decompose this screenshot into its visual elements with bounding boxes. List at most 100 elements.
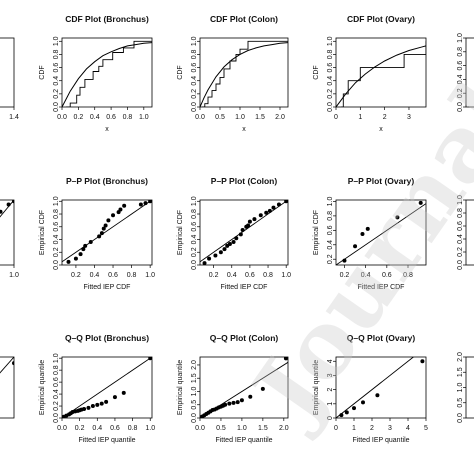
panel-2-3-xtick-label: 0.2 xyxy=(209,272,219,279)
panel-3-2-title: Q–Q Plot (Bronchus) xyxy=(65,333,149,343)
panel-1-1-xtick-label: 1.4 xyxy=(9,114,19,121)
panel-3-4-xtick-label: 2 xyxy=(370,425,374,432)
panel-1-2-ytick-label: 0.4 xyxy=(53,76,60,86)
panel-2-3-data-point xyxy=(267,208,272,213)
panel-3-2-data-point xyxy=(104,399,109,404)
panel-1-5-ytick-label: 0.8 xyxy=(457,47,464,57)
panel-3-3-xtick-label: 1.0 xyxy=(237,425,247,432)
panel-2-3-data-point xyxy=(207,256,212,261)
panel-1-4-ytick-label: 0.4 xyxy=(327,76,334,86)
panel-2-4-data-point xyxy=(342,258,347,263)
panel-3-4-ytick-label: 0 xyxy=(327,416,334,420)
panel-2-4-xtick-label: 0.8 xyxy=(403,272,413,279)
panel-1-4-xtick-label: 3 xyxy=(407,114,411,121)
panel-3-2-xtick-label: 0.8 xyxy=(128,425,138,432)
panel-1-4-ytick-label: 0.6 xyxy=(327,63,334,73)
panel-2-2-data-point xyxy=(111,213,116,218)
panel-3-3-ytick-label: 1.0 xyxy=(191,387,198,397)
panel-2-4-data-point xyxy=(360,231,365,236)
panel-1-4-plot-area xyxy=(336,41,426,107)
panel-2-1-reference-line xyxy=(0,200,14,218)
panel-2-4-data-point xyxy=(365,226,370,231)
panel-1-4-ytick-label: 1.0 xyxy=(327,36,334,46)
panel-3-3-title: Q–Q Plot (Colon) xyxy=(210,333,279,343)
panel-1-2-plot-area xyxy=(62,40,152,107)
panel-2-4-xlabel: Fitted IEP CDF xyxy=(358,284,405,291)
panel-2-3-title: P–P Plot (Colon) xyxy=(211,176,278,186)
panel-1-3-ytick-label: 0.2 xyxy=(191,89,198,99)
panel-3-2-xtick-label: 1.0 xyxy=(145,425,155,432)
panel-1-2-ytick-label: 0.8 xyxy=(53,49,60,59)
panel-2-2-data-point xyxy=(99,231,104,236)
panel-2-3-data-point xyxy=(264,210,269,215)
panel-2-4-ytick-label: 0.2 xyxy=(327,254,334,264)
panel-1-2-ytick-label: 1.0 xyxy=(53,36,60,46)
panel-3-4-data-point xyxy=(344,410,349,415)
panel-3-2-data-point xyxy=(121,390,126,395)
panel-1-3-xtick-label: 1.0 xyxy=(235,114,245,121)
panel-2-3-data-point xyxy=(246,223,251,228)
panel-2-4-ytick-label: 0.6 xyxy=(327,225,334,235)
panel-3-2-ytick-label: 1.0 xyxy=(53,353,60,363)
panel-1-2-xtick-label: 0.6 xyxy=(106,114,116,121)
panel-3-4-xtick-label: 4 xyxy=(406,425,410,432)
panel-3-2-ylabel: Empirical quantile xyxy=(39,360,46,415)
panel-2-2-data-point xyxy=(88,240,93,245)
panel-1-4-ylabel: CDF xyxy=(313,65,320,79)
panel-2-2-data-point xyxy=(83,243,88,248)
panel-2-3-ytick-label: 1.0 xyxy=(191,196,198,206)
panel-3-4-data-point xyxy=(352,406,356,411)
panel-3-3-data-point xyxy=(260,386,265,391)
panel-1-4-ytick-label: 0.2 xyxy=(327,89,334,99)
panel-2-3-data-point xyxy=(213,253,218,258)
panel-3-4-frame xyxy=(335,356,427,419)
panel-2-2-data-point xyxy=(78,252,83,257)
panel-1-3-title: CDF Plot (Colon) xyxy=(210,14,278,24)
panel-2-2-ylabel: Empirical CDF xyxy=(39,210,46,255)
panel-3-4-ylabel: Empirical quantile xyxy=(313,360,320,415)
panel-3-2-xtick-label: 0.4 xyxy=(92,425,102,432)
panel-2-2-data-point xyxy=(101,226,106,231)
panel-2-3-data-point xyxy=(222,247,227,252)
panel-2-3-plot-area xyxy=(200,200,288,265)
panel-1-2-xtick-label: 0.8 xyxy=(123,114,133,121)
panel-3-3-ylabel: Empirical quantile xyxy=(177,360,184,415)
panel-1-3-empirical-steps xyxy=(202,40,288,107)
panel-3-1-reference-line xyxy=(0,357,14,374)
panel-3-1-plot-area xyxy=(0,357,14,374)
panel-2-2-data-point xyxy=(106,218,111,223)
panel-2-3-ytick-label: 0.8 xyxy=(191,209,198,219)
panel-1-5-ytick-label: 0.6 xyxy=(457,61,464,71)
panel-3-4-data-point xyxy=(420,359,425,364)
panel-2-4-ytick-label: 0.8 xyxy=(327,211,334,221)
panel-3-4-ytick-label: 3 xyxy=(327,373,334,377)
panel-3-3-ytick-label: 2.0 xyxy=(191,360,198,370)
panel-2-4-data-point xyxy=(418,200,423,205)
panel-3-3-data-point xyxy=(248,394,253,399)
panel-2-2-reference-line xyxy=(62,200,152,263)
panel-2-4-ytick-label: 1.0 xyxy=(327,196,334,206)
panel-3-4-plot-area xyxy=(336,357,425,418)
panel-3-2-xtick-label: 0.0 xyxy=(57,425,67,432)
panel-2-4-title: P–P Plot (Ovary) xyxy=(348,176,415,186)
panel-2-1-frame xyxy=(0,199,15,266)
panel-3-3-plot-area xyxy=(200,357,288,418)
panel-1-5-ytick-label: 0.0 xyxy=(457,102,464,112)
panel-3-4-title: Q–Q Plot (Ovary) xyxy=(347,333,416,343)
panel-3-2-data-point xyxy=(99,401,104,406)
panel-3-3-data-point xyxy=(239,398,244,403)
panel-3-2-data-point xyxy=(86,405,91,410)
panel-2-2-data-point xyxy=(118,207,123,212)
panel-1-4-frame xyxy=(335,37,427,108)
panel-2-3-data-point xyxy=(238,232,243,237)
panel-2-3-ytick-label: 0.0 xyxy=(191,260,198,270)
panel-2-3-data-point xyxy=(240,227,245,232)
panel-1-3-xtick-label: 1.5 xyxy=(255,114,265,121)
panel-2-2-title: P–P Plot (Bronchus) xyxy=(66,176,148,186)
panel-2-2-data-point xyxy=(143,201,148,206)
panel-2-2-data-point xyxy=(138,202,143,207)
panel-3-2-data-point xyxy=(112,395,117,400)
panel-1-3-ytick-label: 0.4 xyxy=(191,76,198,86)
panel-3-3-frame xyxy=(199,356,289,419)
panel-3-3-xtick-label: 0.5 xyxy=(216,425,226,432)
